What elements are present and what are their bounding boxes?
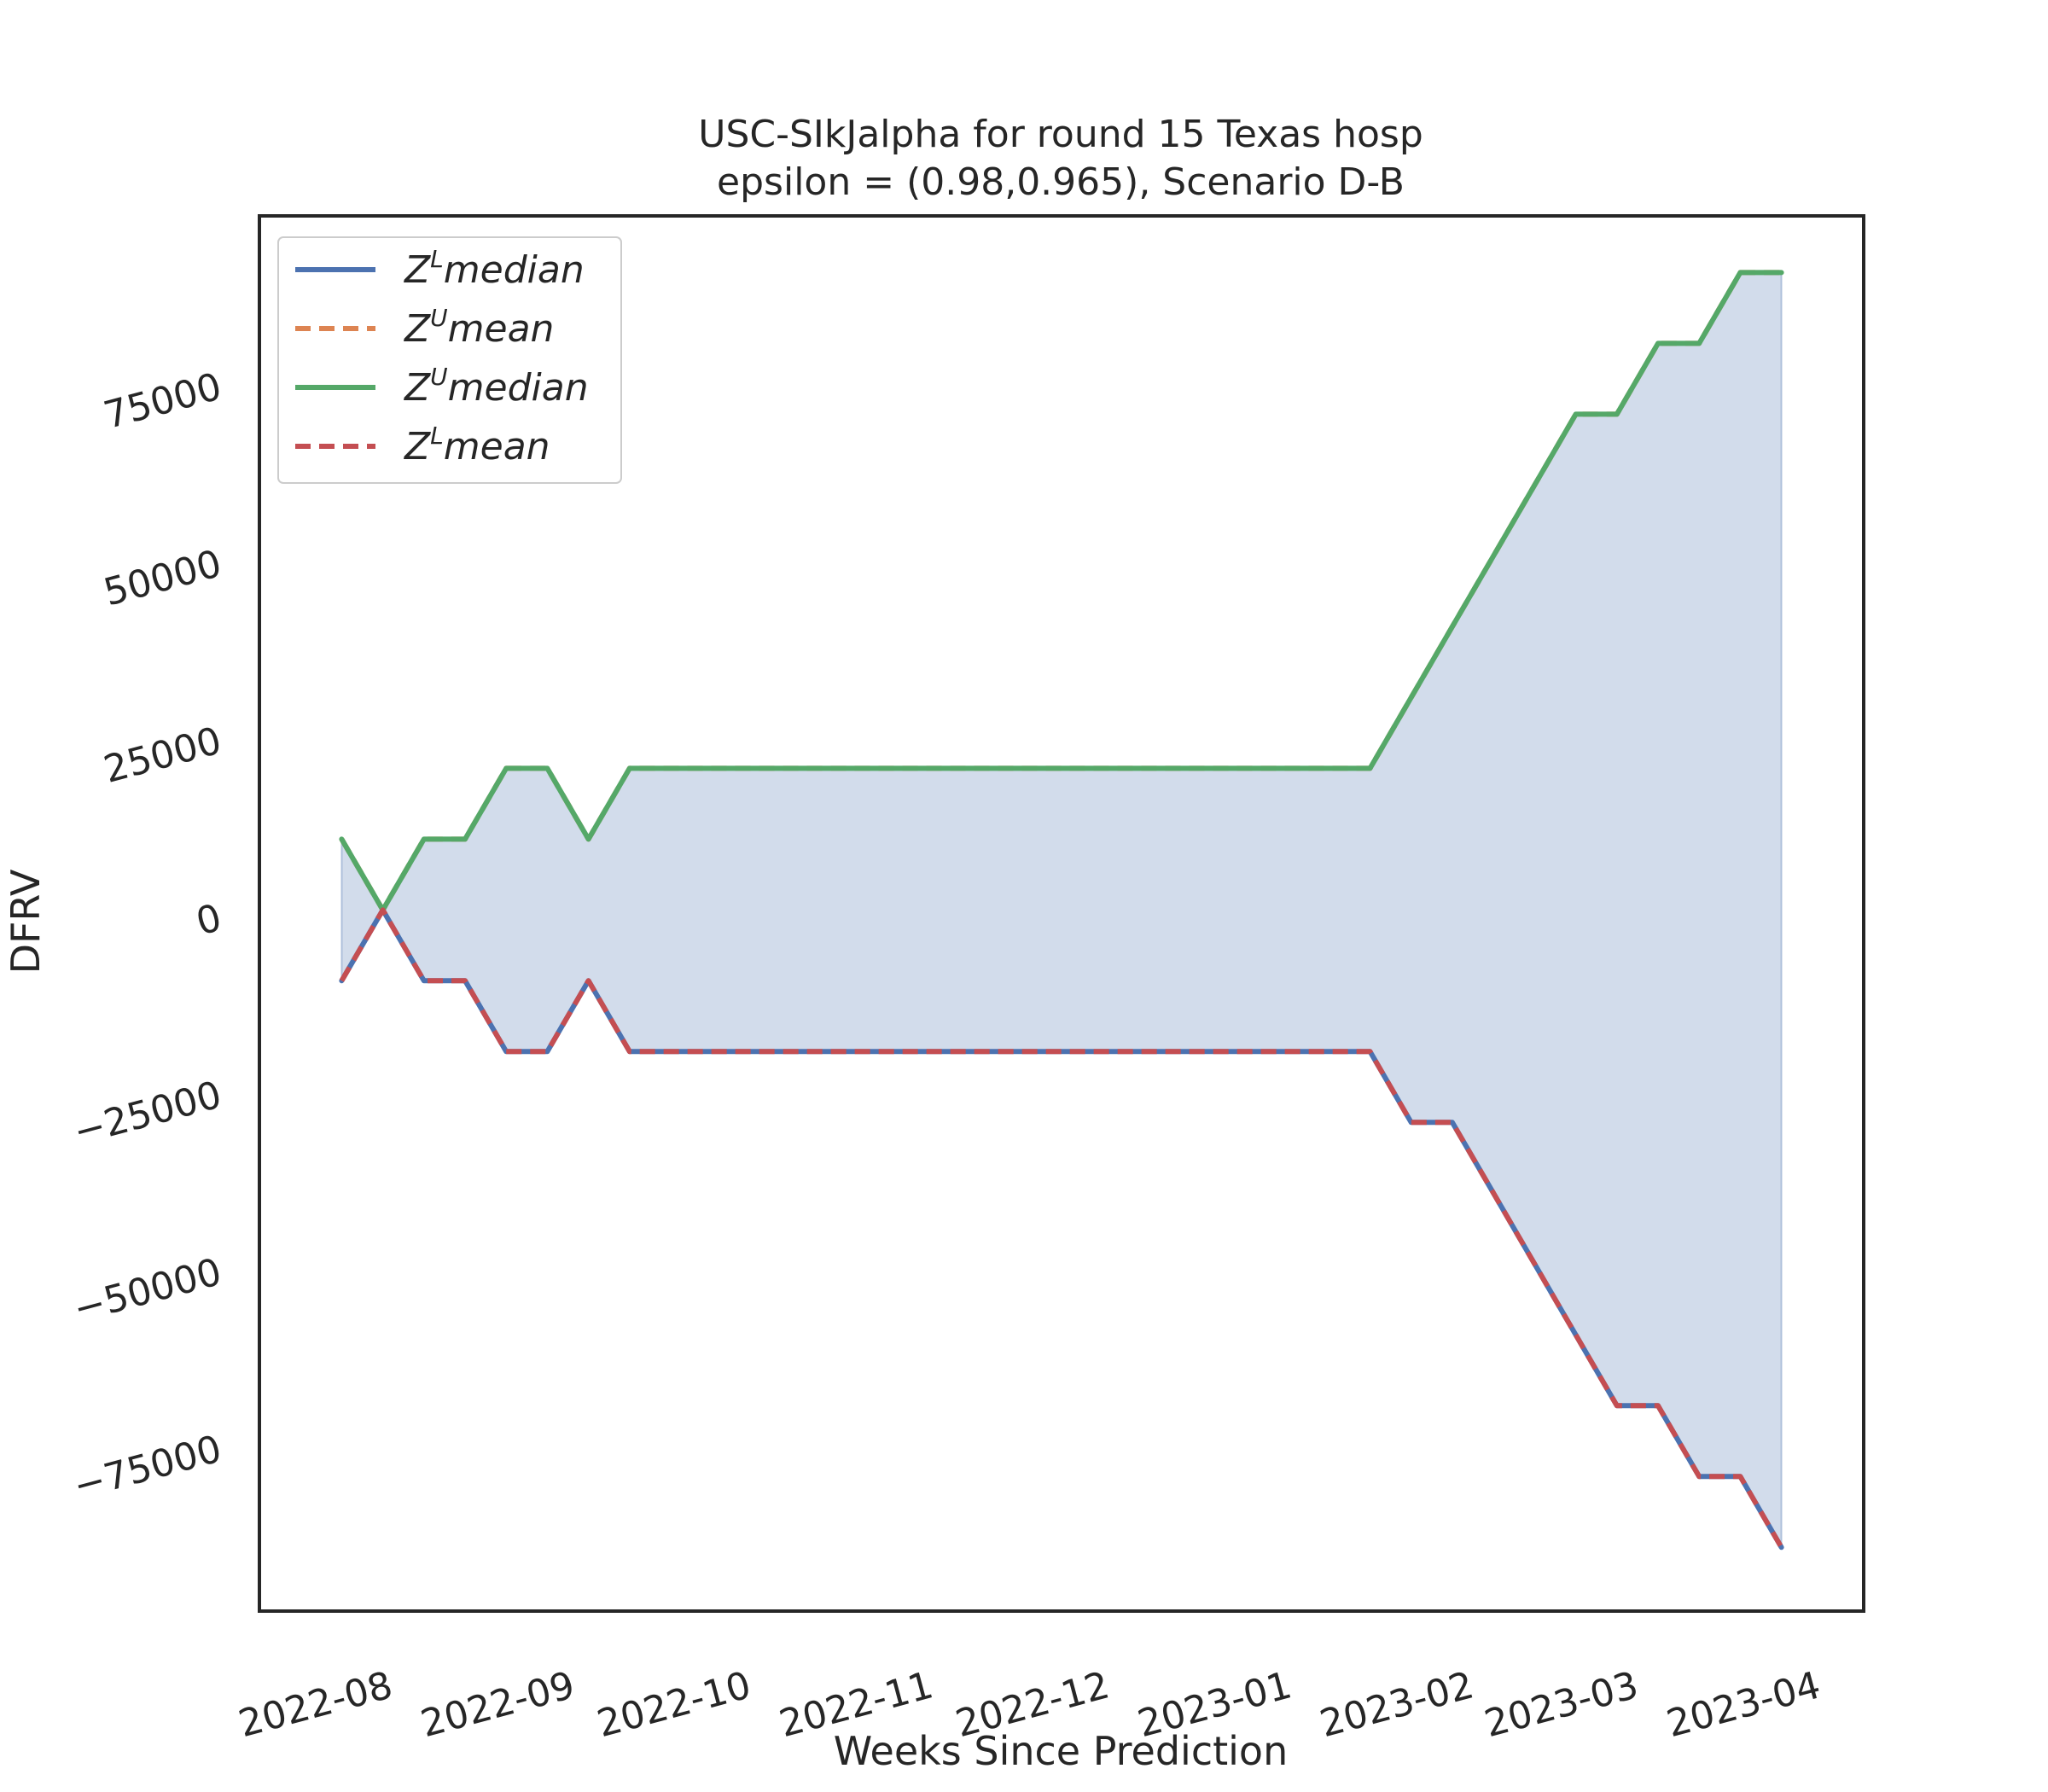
legend-entry: ZUmedian	[404, 363, 589, 410]
chart-title: USC-SIkJalpha for round 15 Texas hosp	[698, 113, 1423, 156]
y-tick-label: 0	[192, 896, 226, 945]
x-tick-label: 2022-10	[593, 1663, 756, 1746]
y-axis-label: DFRV	[3, 869, 49, 974]
x-tick-label: 2023-03	[1480, 1663, 1643, 1746]
legend-entry: ZUmean	[404, 304, 554, 351]
chart-subtitle: epsilon = (0.98,0.965), Scenario D-B	[717, 160, 1405, 204]
x-axis-label: Weeks Since Prediction	[834, 1728, 1288, 1774]
y-tick-label: −50000	[69, 1250, 226, 1331]
x-tick-label: 2023-04	[1662, 1663, 1825, 1746]
series-lines	[339, 270, 1784, 1551]
y-tick-label: 50000	[99, 542, 225, 614]
legend: ZLmedian ZUmean ZUmedian ZLmean	[277, 236, 622, 484]
x-tick-label: 2022-09	[416, 1663, 579, 1746]
x-tick-label: 2023-02	[1316, 1663, 1479, 1746]
y-tick-label: 75000	[99, 365, 225, 438]
y-tick-label: −75000	[69, 1427, 226, 1508]
y-tick-label: 25000	[99, 719, 225, 792]
plot-frame	[258, 214, 1865, 1613]
series-line-3	[339, 907, 1784, 1549]
series-line-2	[339, 270, 1784, 913]
legend-entry: ZLmean	[404, 422, 550, 468]
legend-box	[277, 236, 622, 484]
legend-entry: ZLmedian	[404, 245, 585, 292]
y-tick-label: −25000	[69, 1073, 226, 1154]
x-tick-label: 2022-08	[234, 1663, 397, 1746]
